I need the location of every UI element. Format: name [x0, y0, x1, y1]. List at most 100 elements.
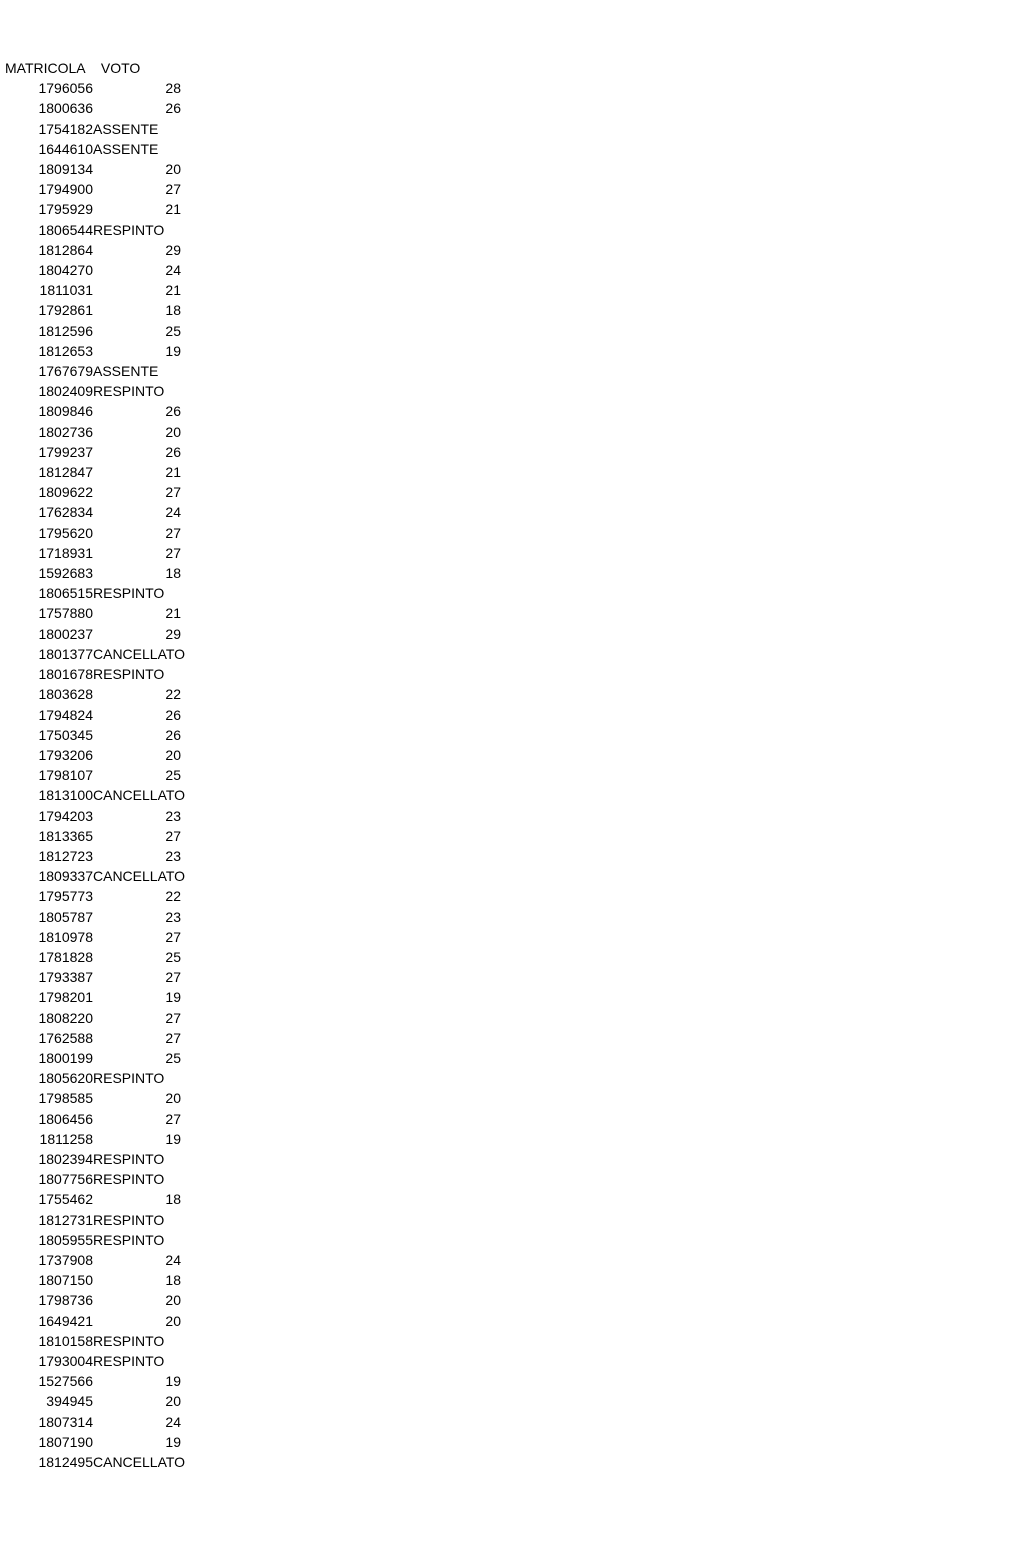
- cell-voto: 24: [93, 1412, 181, 1432]
- header-voto: VOTO: [101, 58, 140, 78]
- cell-voto: RESPINTO: [93, 220, 164, 240]
- cell-voto: CANCELLATO: [93, 1452, 185, 1472]
- cell-matricola: 1809622: [37, 482, 93, 502]
- cell-voto: 19: [93, 1371, 181, 1391]
- cell-voto: CANCELLATO: [93, 866, 185, 886]
- cell-voto: 26: [93, 401, 181, 421]
- cell-voto: CANCELLATO: [93, 644, 185, 664]
- cell-matricola: 1718931: [37, 543, 93, 563]
- cell-voto: 18: [93, 1189, 181, 1209]
- table-row: 1812495CANCELLATO: [5, 1452, 205, 1472]
- cell-matricola: 1793004: [37, 1351, 93, 1371]
- cell-voto: 29: [93, 240, 181, 260]
- table-row: 179858520: [5, 1088, 205, 1108]
- table-row: 181125819: [5, 1129, 205, 1149]
- table-row: 180063626: [5, 98, 205, 118]
- cell-voto: 21: [93, 199, 181, 219]
- table-row: 175546218: [5, 1189, 205, 1209]
- cell-matricola: 1802736: [37, 422, 93, 442]
- table-row: 152756619: [5, 1371, 205, 1391]
- table-row: 1809337CANCELLATO: [5, 866, 205, 886]
- cell-matricola: 1812596: [37, 321, 93, 341]
- table-row: 180578723: [5, 907, 205, 927]
- cell-voto: 20: [93, 422, 181, 442]
- table-row: 179482426: [5, 705, 205, 725]
- table-row: 181265319: [5, 341, 205, 361]
- cell-matricola: 1807150: [37, 1270, 93, 1290]
- cell-voto: RESPINTO: [93, 381, 164, 401]
- cell-voto: 21: [93, 603, 181, 623]
- cell-voto: RESPINTO: [93, 583, 164, 603]
- rows-container: 1796056281800636261754182ASSENTE1644610A…: [5, 78, 205, 1472]
- table-row: 180984626: [5, 401, 205, 421]
- cell-matricola: 1812723: [37, 846, 93, 866]
- cell-voto: RESPINTO: [93, 1068, 164, 1088]
- cell-voto: RESPINTO: [93, 1149, 164, 1169]
- cell-matricola: 1762834: [37, 502, 93, 522]
- cell-voto: 18: [93, 1270, 181, 1290]
- table-row: 179605628: [5, 78, 205, 98]
- cell-matricola: 1793387: [37, 967, 93, 987]
- cell-voto: 25: [93, 1048, 181, 1068]
- table-row: 1754182ASSENTE: [5, 119, 205, 139]
- cell-voto: 24: [93, 1250, 181, 1270]
- cell-voto: 19: [93, 1129, 181, 1149]
- cell-voto: 20: [93, 1088, 181, 1108]
- cell-matricola: 1644610: [37, 139, 93, 159]
- cell-voto: 20: [93, 159, 181, 179]
- table-row: 180822027: [5, 1008, 205, 1028]
- table-row: 1644610ASSENTE: [5, 139, 205, 159]
- table-row: 180427024: [5, 260, 205, 280]
- cell-voto: 22: [93, 886, 181, 906]
- cell-matricola: 1801377: [37, 644, 93, 664]
- cell-matricola: 1812864: [37, 240, 93, 260]
- cell-matricola: 1810158: [37, 1331, 93, 1351]
- cell-matricola: 1805620: [37, 1068, 93, 1088]
- cell-voto: 24: [93, 502, 181, 522]
- cell-matricola: 1800636: [37, 98, 93, 118]
- cell-matricola: 1803628: [37, 684, 93, 704]
- cell-matricola: 1781828: [37, 947, 93, 967]
- cell-matricola: 1806456: [37, 1109, 93, 1129]
- table-row: 179562027: [5, 523, 205, 543]
- cell-matricola: 1813365: [37, 826, 93, 846]
- cell-voto: 26: [93, 442, 181, 462]
- cell-voto: 19: [93, 987, 181, 1007]
- cell-voto: RESPINTO: [93, 1230, 164, 1250]
- cell-voto: 24: [93, 260, 181, 280]
- cell-voto: RESPINTO: [93, 664, 164, 684]
- table-row: 176258827: [5, 1028, 205, 1048]
- cell-matricola: 1750345: [37, 725, 93, 745]
- cell-voto: 27: [93, 1028, 181, 1048]
- cell-matricola: 1592683: [37, 563, 93, 583]
- cell-matricola: 1801678: [37, 664, 93, 684]
- cell-matricola: 1808220: [37, 1008, 93, 1028]
- cell-voto: CANCELLATO: [93, 785, 185, 805]
- table-row: 173790824: [5, 1250, 205, 1270]
- table-row: 179420323: [5, 806, 205, 826]
- table-row: 179820119: [5, 987, 205, 1007]
- cell-matricola: 1799237: [37, 442, 93, 462]
- cell-voto: 20: [93, 1290, 181, 1310]
- table-row: 180023729: [5, 624, 205, 644]
- cell-voto: ASSENTE: [93, 361, 158, 381]
- cell-matricola: 1755462: [37, 1189, 93, 1209]
- cell-matricola: 1805787: [37, 907, 93, 927]
- table-row: 180719019: [5, 1432, 205, 1452]
- table-row: 171893127: [5, 543, 205, 563]
- table-row: 1812731RESPINTO: [5, 1210, 205, 1230]
- cell-matricola: 1812731: [37, 1210, 93, 1230]
- cell-matricola: 1737908: [37, 1250, 93, 1270]
- cell-matricola: 1794203: [37, 806, 93, 826]
- cell-matricola: 1806515: [37, 583, 93, 603]
- table-row: 179810725: [5, 765, 205, 785]
- cell-matricola: 1804270: [37, 260, 93, 280]
- cell-voto: 27: [93, 826, 181, 846]
- cell-matricola: 1809846: [37, 401, 93, 421]
- cell-voto: 27: [93, 179, 181, 199]
- table-row: 1793004RESPINTO: [5, 1351, 205, 1371]
- cell-matricola: 1812495: [37, 1452, 93, 1472]
- table-row: 179338727: [5, 967, 205, 987]
- cell-voto: 23: [93, 846, 181, 866]
- table-row: 179923726: [5, 442, 205, 462]
